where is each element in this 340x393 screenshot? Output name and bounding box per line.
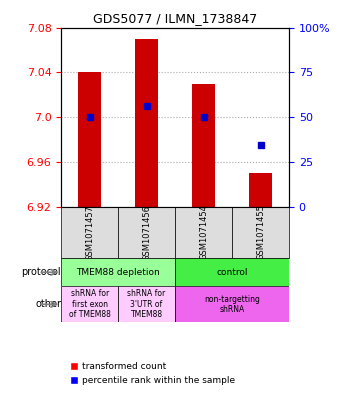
Legend: transformed count, percentile rank within the sample: transformed count, percentile rank withi… bbox=[66, 359, 239, 389]
Text: GSM1071456: GSM1071456 bbox=[142, 204, 151, 261]
FancyBboxPatch shape bbox=[175, 286, 289, 322]
FancyBboxPatch shape bbox=[61, 258, 175, 286]
FancyBboxPatch shape bbox=[61, 207, 118, 258]
FancyBboxPatch shape bbox=[175, 207, 232, 258]
Bar bbox=[78, 72, 101, 207]
Text: control: control bbox=[216, 268, 248, 277]
Text: shRNA for
3'UTR of
TMEM88: shRNA for 3'UTR of TMEM88 bbox=[128, 289, 166, 319]
FancyBboxPatch shape bbox=[118, 286, 175, 322]
FancyBboxPatch shape bbox=[232, 207, 289, 258]
Text: TMEM88 depletion: TMEM88 depletion bbox=[76, 268, 160, 277]
Text: GSM1071454: GSM1071454 bbox=[199, 205, 208, 261]
Bar bbox=[192, 84, 215, 207]
Text: shRNA for
first exon
of TMEM88: shRNA for first exon of TMEM88 bbox=[69, 289, 110, 319]
FancyBboxPatch shape bbox=[61, 286, 118, 322]
FancyBboxPatch shape bbox=[175, 258, 289, 286]
Bar bbox=[249, 173, 272, 207]
Text: protocol: protocol bbox=[21, 267, 61, 277]
FancyBboxPatch shape bbox=[118, 207, 175, 258]
Text: non-targetting
shRNA: non-targetting shRNA bbox=[204, 295, 260, 314]
Text: GSM1071457: GSM1071457 bbox=[85, 204, 94, 261]
Text: GSM1071455: GSM1071455 bbox=[256, 205, 265, 261]
Text: other: other bbox=[35, 299, 61, 309]
Title: GDS5077 / ILMN_1738847: GDS5077 / ILMN_1738847 bbox=[93, 12, 257, 25]
Bar bbox=[135, 39, 158, 207]
